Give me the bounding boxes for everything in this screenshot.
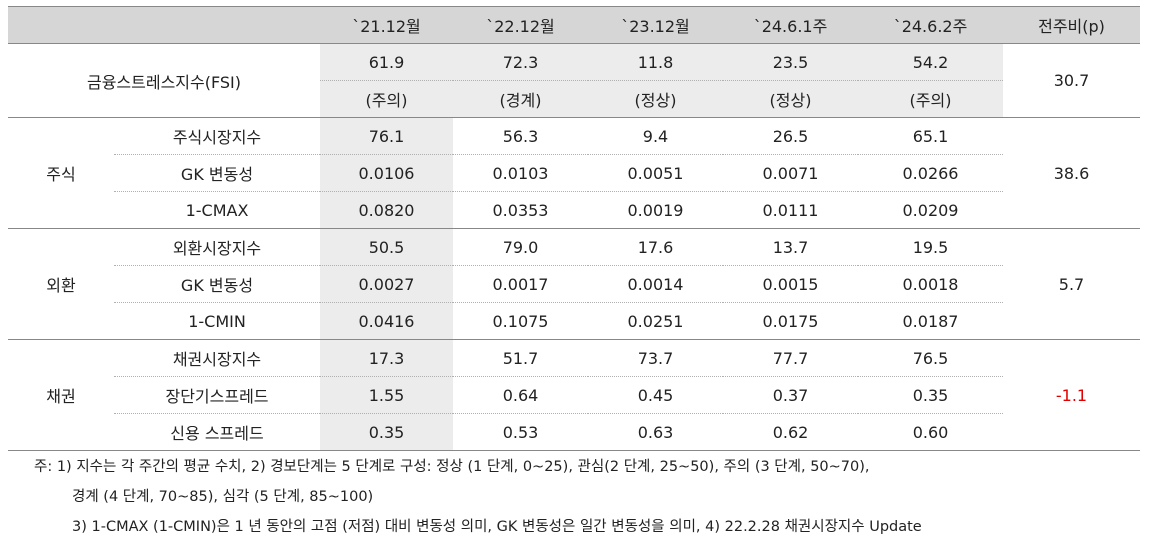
footnote-line: 3) 1-CMAX (1-CMIN)은 1 년 동안의 고점 (저점) 대비 변… (72, 519, 922, 535)
table-cell: 0.0027 (320, 265, 453, 303)
row-label: 1-CMIN (114, 302, 320, 340)
table-cell: 0.0071 (723, 154, 858, 192)
table-cell: 0.0353 (453, 191, 588, 229)
table-cell: 0.0019 (588, 191, 723, 229)
table-cell: 65.1 (858, 117, 1003, 155)
table-cell: 0.60 (858, 413, 1003, 451)
table-cell: 0.45 (588, 376, 723, 414)
table-cell: 0.0103 (453, 154, 588, 192)
table-cell: 56.3 (453, 117, 588, 155)
table-cell: 0.1075 (453, 302, 588, 340)
stage-cell: (경계) (453, 80, 588, 118)
fsi-label: 금융스트레스지수(FSI) (8, 43, 320, 118)
table-cell: 0.0106 (320, 154, 453, 192)
table-cell: 0.53 (453, 413, 588, 451)
table-cell: 17.6 (588, 228, 723, 266)
table-cell: 61.9 (320, 43, 453, 81)
row-label: 주식시장지수 (114, 117, 320, 155)
header-period: `24.6.1주 (723, 6, 858, 44)
row-label: 1-CMAX (114, 191, 320, 229)
header-change: 전주비(p) (1003, 6, 1140, 44)
header-row: `21.12월 `22.12월 `23.12월 `24.6.1주 `24.6.2… (8, 6, 1140, 44)
table-cell: 11.8 (588, 43, 723, 81)
header-period: `24.6.2주 (858, 6, 1003, 44)
table-cell: 51.7 (453, 339, 588, 377)
fsi-change: 30.7 (1003, 43, 1140, 118)
stage-cell: (주의) (858, 80, 1003, 118)
fsi-stage-row: (주의) (경계) (정상) (정상) (주의) (8, 80, 1140, 118)
table-cell: 72.3 (453, 43, 588, 81)
footnote-line: 경계 (4 단계, 70~85), 심각 (5 단계, 85~100) (72, 489, 374, 505)
table-row: GK 변동성 0.0027 0.0017 0.0014 0.0015 0.001… (8, 265, 1140, 303)
table-cell: 0.0051 (588, 154, 723, 192)
table-cell: 19.5 (858, 228, 1003, 266)
table-cell: 76.1 (320, 117, 453, 155)
table-cell: 0.0187 (858, 302, 1003, 340)
table-cell: 0.64 (453, 376, 588, 414)
bond-change: -1.1 (1003, 339, 1140, 451)
table-cell: 0.0416 (320, 302, 453, 340)
fsi-table: `21.12월 `22.12월 `23.12월 `24.6.1주 `24.6.2… (8, 6, 1140, 451)
table-cell: 0.62 (723, 413, 858, 451)
row-label: 채권시장지수 (114, 339, 320, 377)
fx-group-label: 외환 (8, 228, 114, 340)
row-label: 장단기스프레드 (114, 376, 320, 414)
table-cell: 0.35 (320, 413, 453, 451)
table-cell: 0.35 (858, 376, 1003, 414)
stage-cell: (정상) (588, 80, 723, 118)
stage-cell: (정상) (723, 80, 858, 118)
table-cell: 0.0015 (723, 265, 858, 303)
table-cell: 0.63 (588, 413, 723, 451)
row-label: 신용 스프레드 (114, 413, 320, 451)
table-row: 외환 외환시장지수 50.5 79.0 17.6 13.7 19.5 5.7 (8, 228, 1140, 340)
table-cell: 0.0014 (588, 265, 723, 303)
table-cell: 79.0 (453, 228, 588, 266)
table-cell: 0.0018 (858, 265, 1003, 303)
table-cell: 73.7 (588, 339, 723, 377)
table-cell: 0.0251 (588, 302, 723, 340)
table-row: GK 변동성 0.0106 0.0103 0.0051 0.0071 0.026… (8, 154, 1140, 192)
table-row: 1-CMIN 0.0416 0.1075 0.0251 0.0175 0.018… (8, 302, 1140, 340)
fsi-value-row: 금융스트레스지수(FSI) 61.9 72.3 11.8 23.5 54.2 3… (8, 43, 1140, 118)
table-row: 장단기스프레드 1.55 0.64 0.45 0.37 0.35 (8, 376, 1140, 414)
table-row: 신용 스프레드 0.35 0.53 0.63 0.62 0.60 (8, 413, 1140, 451)
table-cell: 0.37 (723, 376, 858, 414)
table-cell: 0.0266 (858, 154, 1003, 192)
header-period: `21.12월 (320, 6, 453, 44)
row-label: GK 변동성 (114, 154, 320, 192)
row-label: GK 변동성 (114, 265, 320, 303)
stock-group-label: 주식 (8, 117, 114, 229)
table-cell: 26.5 (723, 117, 858, 155)
table-cell: 13.7 (723, 228, 858, 266)
stock-change: 38.6 (1003, 117, 1140, 229)
table-cell: 0.0017 (453, 265, 588, 303)
row-label: 외환시장지수 (114, 228, 320, 266)
header-blank (8, 6, 320, 44)
table-cell: 17.3 (320, 339, 453, 377)
table-cell: 76.5 (858, 339, 1003, 377)
table-cell: 77.7 (723, 339, 858, 377)
table-cell: 0.0209 (858, 191, 1003, 229)
bond-group-label: 채권 (8, 339, 114, 451)
fx-change: 5.7 (1003, 228, 1140, 340)
footnote-line: 주: 1) 지수는 각 주간의 평균 수치, 2) 경보단계는 5 단계로 구성… (34, 459, 870, 475)
table-row: 1-CMAX 0.0820 0.0353 0.0019 0.0111 0.020… (8, 191, 1140, 229)
table-cell: 1.55 (320, 376, 453, 414)
table-row: 채권 채권시장지수 17.3 51.7 73.7 77.7 76.5 -1.1 (8, 339, 1140, 451)
table-cell: 0.0820 (320, 191, 453, 229)
table-cell: 54.2 (858, 43, 1003, 81)
header-period: `22.12월 (453, 6, 588, 44)
table-row: 주식 주식시장지수 76.1 56.3 9.4 26.5 65.1 38.6 (8, 117, 1140, 229)
stage-cell: (주의) (320, 80, 453, 118)
table-cell: 9.4 (588, 117, 723, 155)
header-period: `23.12월 (588, 6, 723, 44)
footnotes: 주: 1) 지수는 각 주간의 평균 수치, 2) 경보단계는 5 단계로 구성… (34, 452, 1134, 542)
table-cell: 23.5 (723, 43, 858, 81)
table-cell: 50.5 (320, 228, 453, 266)
table-cell: 0.0111 (723, 191, 858, 229)
table-cell: 0.0175 (723, 302, 858, 340)
